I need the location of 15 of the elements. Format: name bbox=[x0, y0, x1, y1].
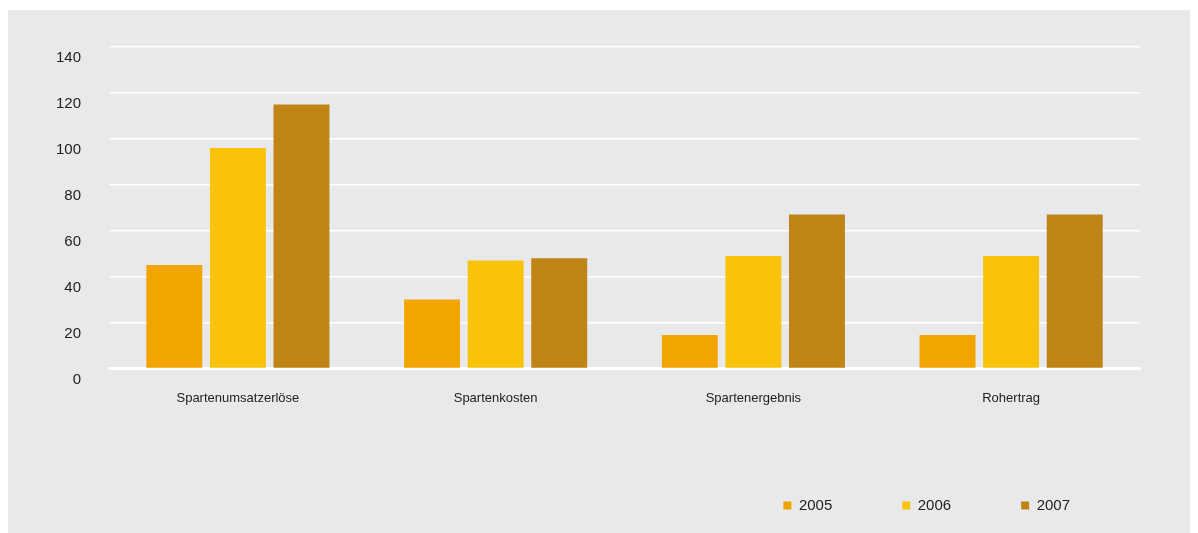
legend-label: 2007 bbox=[1036, 495, 1071, 513]
y-tick-label: 20 bbox=[64, 323, 82, 341]
legend-label: 2005 bbox=[798, 495, 833, 513]
y-tick-label: 40 bbox=[64, 277, 82, 295]
y-tick-label: 0 bbox=[72, 369, 82, 387]
legend-label: 2006 bbox=[917, 495, 952, 513]
y-tick-label: 60 bbox=[64, 231, 82, 249]
x-tick-label: Spartenumsatzerlöse bbox=[176, 389, 300, 405]
x-tick-label: Spartenkosten bbox=[453, 389, 538, 405]
y-tick-label: 100 bbox=[56, 139, 82, 157]
x-tick-label: Rohertrag bbox=[982, 389, 1041, 405]
y-tick-label: 80 bbox=[64, 185, 82, 203]
y-tick-label: 120 bbox=[56, 94, 82, 112]
y-tick-label: 140 bbox=[56, 48, 82, 66]
x-tick-label: Spartenergebnis bbox=[705, 389, 802, 405]
